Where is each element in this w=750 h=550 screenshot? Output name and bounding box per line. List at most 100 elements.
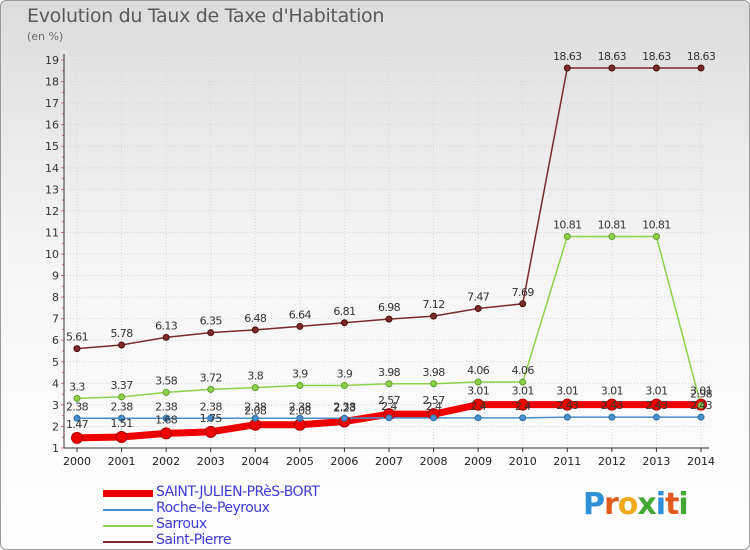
data-point-0 bbox=[516, 398, 529, 411]
data-point-1 bbox=[340, 414, 348, 422]
data-label: 2.38 bbox=[155, 400, 178, 413]
y-tick-label: 7 bbox=[52, 313, 59, 326]
data-label: 3.98 bbox=[378, 366, 401, 379]
data-label: 2.4 bbox=[381, 400, 397, 413]
data-label: 5.61 bbox=[66, 331, 88, 344]
legend-label-saint-pierre: Saint-Pierre bbox=[156, 532, 231, 548]
y-tick-label: 1 bbox=[52, 442, 59, 455]
data-label: 6.81 bbox=[333, 305, 355, 318]
data-point-3 bbox=[162, 333, 170, 341]
data-label: 1.47 bbox=[66, 418, 89, 431]
data-label: 2.4 bbox=[426, 400, 442, 413]
y-tick-label: 3 bbox=[52, 399, 59, 412]
x-tick-label: 2000 bbox=[63, 455, 91, 468]
data-point-0 bbox=[472, 398, 485, 411]
x-tick-label: 2002 bbox=[152, 455, 180, 468]
data-label: 3.37 bbox=[111, 379, 134, 392]
data-label: 3.58 bbox=[155, 374, 178, 387]
legend-swatch-saint-pierre bbox=[103, 541, 153, 543]
data-point-2 bbox=[207, 385, 215, 393]
data-label: 6.98 bbox=[378, 301, 401, 314]
data-point-3 bbox=[608, 64, 616, 72]
data-label: 2.38 bbox=[111, 400, 134, 413]
legend-label-roche-le-peyroux: Roche-le-Peyroux bbox=[156, 500, 270, 516]
data-label: 2.38 bbox=[333, 400, 356, 413]
data-point-0 bbox=[605, 398, 618, 411]
data-label: 2.38 bbox=[244, 400, 267, 413]
data-point-2 bbox=[563, 233, 571, 241]
data-point-1 bbox=[563, 413, 571, 421]
y-tick-label: 18 bbox=[45, 76, 59, 89]
data-label: 18.63 bbox=[553, 50, 582, 63]
data-label: 2.98 bbox=[690, 387, 713, 400]
data-label: 10.81 bbox=[642, 219, 671, 232]
y-tick-label: 10 bbox=[45, 248, 59, 261]
data-label: 2.57 bbox=[423, 394, 446, 407]
data-label: 2.43 bbox=[645, 399, 668, 412]
data-point-1 bbox=[652, 413, 660, 421]
data-label: 3.8 bbox=[247, 370, 263, 383]
data-label: 2.57 bbox=[378, 394, 401, 407]
data-point-1 bbox=[207, 414, 215, 422]
data-label: 2.43 bbox=[556, 399, 579, 412]
x-tick-label: 2001 bbox=[108, 455, 136, 468]
y-tick-label: 15 bbox=[45, 140, 59, 153]
x-tick-label: 2014 bbox=[687, 455, 715, 468]
data-point-3 bbox=[73, 345, 81, 353]
data-point-3 bbox=[652, 64, 660, 72]
legend-label-sarroux: Sarroux bbox=[156, 516, 207, 532]
data-point-0 bbox=[204, 425, 217, 438]
data-label: 18.63 bbox=[687, 50, 716, 63]
data-label: 18.63 bbox=[598, 50, 627, 63]
y-tick-label: 19 bbox=[45, 54, 59, 67]
data-point-2 bbox=[162, 388, 170, 396]
x-tick-label: 2007 bbox=[375, 455, 403, 468]
data-point-2 bbox=[430, 380, 438, 388]
chart-title: Evolution du Taux de Taxe d'Habitation bbox=[27, 5, 385, 27]
data-label: 18.63 bbox=[642, 50, 671, 63]
data-label: 1.51 bbox=[111, 417, 133, 430]
data-point-3 bbox=[118, 341, 126, 349]
data-point-1 bbox=[519, 414, 527, 422]
data-point-3 bbox=[474, 305, 482, 313]
data-point-1 bbox=[162, 414, 170, 422]
data-label: 10.81 bbox=[598, 219, 627, 232]
data-point-2 bbox=[385, 380, 393, 388]
data-label: 3.3 bbox=[69, 380, 85, 393]
data-label: 6.13 bbox=[155, 319, 178, 332]
data-label: 2.4 bbox=[470, 400, 486, 413]
data-point-3 bbox=[385, 315, 393, 323]
data-point-0 bbox=[561, 398, 574, 411]
data-label: 6.64 bbox=[289, 308, 312, 321]
data-label: 5.78 bbox=[111, 327, 134, 340]
data-label: 1.68 bbox=[155, 413, 178, 426]
y-tick-label: 6 bbox=[52, 334, 59, 347]
data-label: 7.47 bbox=[467, 291, 490, 304]
y-tick-label: 11 bbox=[45, 226, 59, 239]
data-point-3 bbox=[563, 64, 571, 72]
chart-unit-label: (en %) bbox=[27, 30, 64, 43]
data-point-1 bbox=[251, 414, 259, 422]
data-label: 2.08 bbox=[244, 405, 267, 418]
data-point-2 bbox=[251, 384, 259, 392]
data-point-1 bbox=[118, 414, 126, 422]
data-point-2 bbox=[118, 393, 126, 401]
x-tick-label: 2004 bbox=[241, 455, 269, 468]
data-label: 2.4 bbox=[515, 400, 531, 413]
data-label: 3.01 bbox=[556, 385, 578, 398]
x-tick-label: 2005 bbox=[286, 455, 314, 468]
data-point-3 bbox=[296, 322, 304, 330]
x-tick-label: 2013 bbox=[642, 455, 670, 468]
data-label: 6.35 bbox=[200, 315, 223, 328]
x-tick-label: 2009 bbox=[464, 455, 492, 468]
x-tick-label: 2011 bbox=[553, 455, 581, 468]
data-label: 10.81 bbox=[553, 219, 582, 232]
data-point-2 bbox=[652, 233, 660, 241]
data-label: 2.23 bbox=[333, 401, 356, 414]
data-label: 3.01 bbox=[467, 385, 489, 398]
data-label: 6.48 bbox=[244, 312, 267, 325]
x-tick-label: 2012 bbox=[598, 455, 626, 468]
legend-swatch-roche-le-peyroux bbox=[103, 509, 153, 511]
